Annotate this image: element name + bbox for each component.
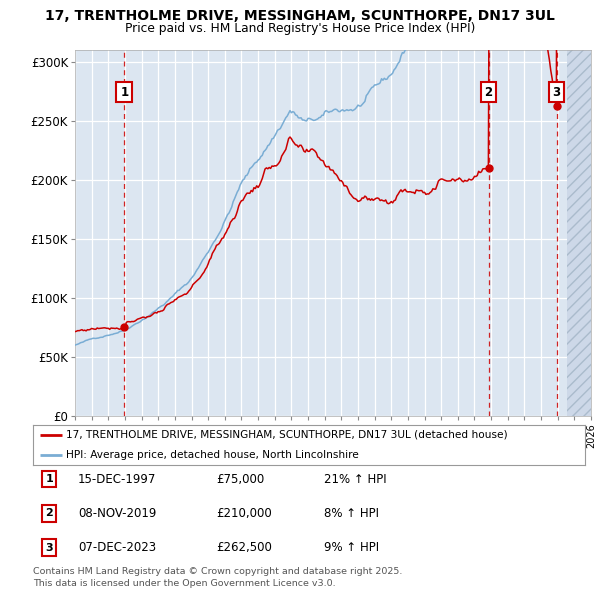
Bar	[568, 50, 591, 416]
Text: 1: 1	[46, 474, 53, 484]
Text: 08-NOV-2019: 08-NOV-2019	[78, 507, 157, 520]
Text: 3: 3	[553, 86, 560, 99]
Text: 8% ↑ HPI: 8% ↑ HPI	[324, 507, 379, 520]
Text: 17, TRENTHOLME DRIVE, MESSINGHAM, SCUNTHORPE, DN17 3UL: 17, TRENTHOLME DRIVE, MESSINGHAM, SCUNTH…	[45, 9, 555, 23]
Text: Price paid vs. HM Land Registry's House Price Index (HPI): Price paid vs. HM Land Registry's House …	[125, 22, 475, 35]
Text: 9% ↑ HPI: 9% ↑ HPI	[324, 541, 379, 554]
Text: 3: 3	[46, 543, 53, 552]
Text: 2: 2	[485, 86, 493, 99]
Text: 17, TRENTHOLME DRIVE, MESSINGHAM, SCUNTHORPE, DN17 3UL (detached house): 17, TRENTHOLME DRIVE, MESSINGHAM, SCUNTH…	[66, 430, 508, 440]
Text: 1: 1	[120, 86, 128, 99]
Bar	[568, 50, 591, 416]
Text: £75,000: £75,000	[216, 473, 264, 486]
Text: 21% ↑ HPI: 21% ↑ HPI	[324, 473, 386, 486]
Text: £210,000: £210,000	[216, 507, 272, 520]
Text: £262,500: £262,500	[216, 541, 272, 554]
Text: 15-DEC-1997: 15-DEC-1997	[78, 473, 157, 486]
Text: Contains HM Land Registry data © Crown copyright and database right 2025.
This d: Contains HM Land Registry data © Crown c…	[33, 567, 403, 588]
Text: 07-DEC-2023: 07-DEC-2023	[78, 541, 156, 554]
Text: HPI: Average price, detached house, North Lincolnshire: HPI: Average price, detached house, Nort…	[66, 450, 359, 460]
Text: 2: 2	[46, 509, 53, 518]
